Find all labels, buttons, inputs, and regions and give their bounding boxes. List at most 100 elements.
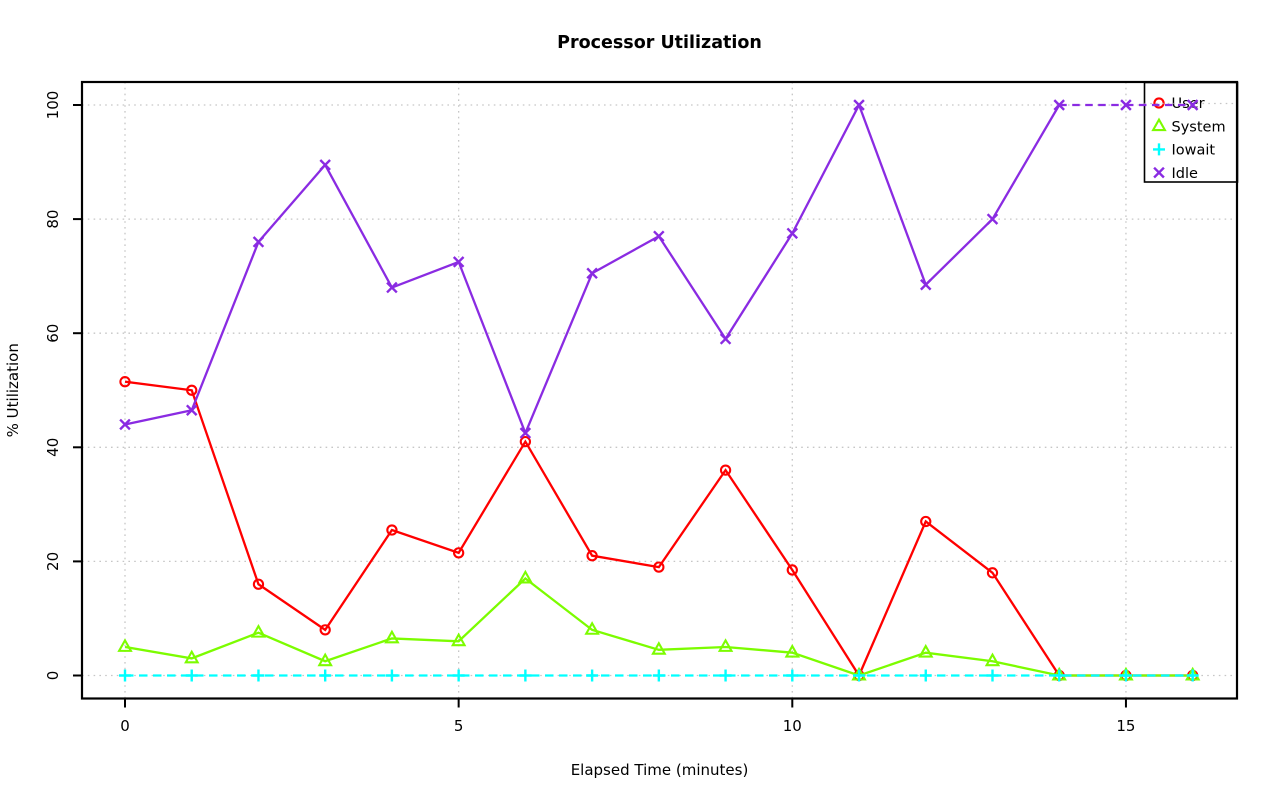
circle-marker bbox=[452, 547, 465, 559]
series-iowait bbox=[119, 669, 1199, 682]
series-segment bbox=[257, 164, 327, 243]
triangle-marker bbox=[918, 643, 934, 658]
x-marker bbox=[1153, 166, 1165, 179]
circle-marker bbox=[920, 515, 932, 528]
x-axis-label: Elapsed Time (minutes) bbox=[571, 761, 749, 779]
x-tick-label: 0 bbox=[120, 717, 130, 735]
plus-marker bbox=[919, 669, 932, 682]
y-tick-label: 20 bbox=[44, 552, 62, 571]
plus-marker bbox=[719, 669, 732, 682]
triangle-marker bbox=[450, 632, 467, 647]
series-user bbox=[119, 376, 1199, 682]
series-segment bbox=[924, 218, 994, 286]
triangle-marker bbox=[517, 569, 534, 584]
y-tick-label: 40 bbox=[44, 438, 62, 457]
legend-entry-iowait: Iowait bbox=[1153, 143, 1215, 159]
circle-marker bbox=[586, 550, 598, 562]
circle-marker bbox=[319, 624, 331, 636]
y-tick-label: 0 bbox=[44, 671, 62, 681]
x-marker bbox=[519, 427, 532, 439]
series-idle bbox=[119, 99, 1199, 439]
series-segment bbox=[324, 164, 393, 289]
series-segment bbox=[391, 260, 460, 289]
legend-label: Idle bbox=[1172, 166, 1199, 182]
plus-marker bbox=[319, 669, 332, 682]
triangle-marker bbox=[250, 623, 267, 638]
plus-marker bbox=[185, 669, 198, 682]
x-marker bbox=[185, 404, 198, 416]
plus-marker bbox=[652, 669, 665, 682]
plus-marker bbox=[385, 669, 398, 682]
x-marker bbox=[1120, 99, 1132, 111]
legend-entry-system: System bbox=[1151, 117, 1226, 135]
axes: 0 5 10 15 0 20 40 60 80 100 bbox=[44, 91, 1135, 735]
series-segment bbox=[991, 104, 1061, 220]
y-tick-label: 80 bbox=[44, 210, 62, 229]
circle-marker bbox=[986, 567, 999, 579]
x-marker bbox=[653, 230, 665, 242]
plus-marker bbox=[853, 669, 866, 682]
plus-marker bbox=[1186, 669, 1199, 682]
x-marker bbox=[586, 267, 598, 280]
series-system bbox=[117, 569, 1201, 681]
plus-marker bbox=[1053, 669, 1066, 682]
y-tick-label: 100 bbox=[44, 91, 62, 120]
circle-marker bbox=[719, 464, 732, 476]
series-line bbox=[124, 380, 1193, 678]
plus-marker bbox=[786, 669, 799, 682]
plus-marker bbox=[452, 669, 465, 682]
triangle-marker bbox=[117, 638, 133, 652]
x-marker bbox=[1053, 99, 1065, 111]
series-segment bbox=[857, 104, 927, 286]
x-marker bbox=[1186, 99, 1199, 111]
x-marker bbox=[119, 418, 131, 431]
x-tick-label: 10 bbox=[783, 717, 802, 735]
circle-marker bbox=[1153, 97, 1165, 109]
circle-marker bbox=[252, 578, 265, 590]
y-axis-label: % Utilization bbox=[4, 343, 22, 437]
plus-marker bbox=[986, 669, 999, 682]
circle-marker bbox=[786, 564, 798, 576]
x-marker bbox=[786, 227, 799, 240]
circle-marker bbox=[519, 435, 532, 448]
x-marker bbox=[452, 256, 465, 268]
legend-entry-idle: Idle bbox=[1153, 166, 1199, 182]
circle-marker bbox=[119, 376, 131, 388]
triangle-marker bbox=[384, 629, 400, 644]
series-segment bbox=[791, 104, 861, 234]
plus-marker bbox=[252, 669, 265, 682]
plus-marker bbox=[119, 669, 131, 682]
triangle-marker bbox=[184, 649, 200, 664]
y-tick-label: 60 bbox=[44, 324, 62, 343]
triangle-marker bbox=[584, 621, 600, 635]
chart-title: Processor Utilization bbox=[557, 33, 762, 53]
x-marker bbox=[252, 236, 265, 248]
x-marker bbox=[986, 213, 999, 225]
x-marker bbox=[386, 281, 398, 294]
x-marker bbox=[719, 333, 732, 345]
x-tick-label: 15 bbox=[1116, 717, 1135, 735]
legend-label: System bbox=[1172, 119, 1226, 135]
circle-marker bbox=[186, 384, 198, 396]
gridlines bbox=[82, 82, 1237, 699]
plus-marker bbox=[1153, 143, 1165, 156]
triangle-marker bbox=[317, 652, 333, 667]
series-segment bbox=[124, 409, 192, 426]
triangle-marker bbox=[1151, 117, 1167, 132]
series-segment bbox=[457, 261, 527, 434]
x-marker bbox=[920, 278, 932, 291]
series-segment bbox=[657, 235, 727, 340]
plus-marker bbox=[586, 669, 599, 682]
plus-marker bbox=[519, 669, 532, 682]
circle-marker bbox=[386, 524, 398, 536]
x-marker bbox=[319, 159, 331, 171]
series-segment bbox=[724, 232, 794, 340]
plot-frame bbox=[80, 80, 1239, 700]
plus-marker bbox=[1119, 669, 1132, 682]
triangle-marker bbox=[651, 641, 667, 655]
triangle-marker bbox=[784, 643, 800, 658]
series-line bbox=[124, 577, 1193, 677]
